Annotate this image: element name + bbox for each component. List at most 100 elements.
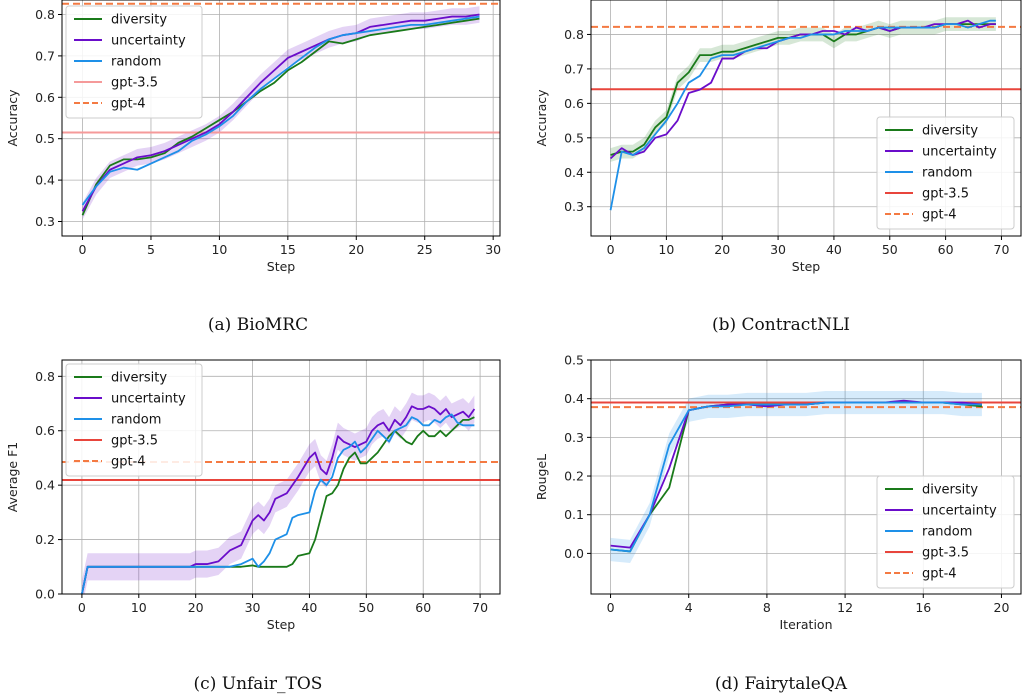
data-point-random — [314, 490, 316, 492]
data-point-uncertainty — [844, 34, 846, 36]
data-point-diversity — [269, 566, 271, 568]
data-point-uncertainty — [388, 430, 390, 432]
x-axis-label: Step — [267, 617, 296, 632]
data-point-random — [191, 140, 193, 142]
data-point-random — [878, 27, 880, 29]
data-point-uncertainty — [989, 23, 991, 25]
data-point-random — [422, 424, 424, 426]
data-point-diversity — [438, 24, 440, 26]
legend-label-diversity: diversity — [922, 124, 978, 139]
data-point-random — [864, 402, 866, 404]
legend-label-diversity: diversity — [111, 371, 167, 386]
data-point-uncertainty — [654, 137, 656, 139]
data-point-uncertainty — [354, 446, 356, 448]
data-point-diversity — [286, 566, 288, 568]
data-point-random — [942, 402, 944, 404]
series-line-random — [81, 413, 475, 594]
data-point-diversity — [424, 26, 426, 28]
y-tick-label: 0.7 — [35, 48, 55, 63]
data-point-random — [610, 209, 612, 211]
data-point-diversity — [297, 555, 299, 557]
x-tick-label: 70 — [994, 242, 1010, 257]
data-point-random — [922, 27, 924, 29]
x-tick-label: 0 — [607, 242, 615, 257]
data-point-random — [989, 20, 991, 22]
data-point-uncertainty — [468, 416, 470, 418]
x-tick-label: 30 — [485, 242, 501, 257]
x-tick-label: 10 — [131, 600, 147, 615]
data-point-random — [995, 20, 997, 22]
legend-box — [65, 363, 203, 477]
data-point-diversity — [967, 23, 969, 25]
data-point-random — [189, 566, 191, 568]
y-tick-label: 0.6 — [564, 96, 584, 111]
data-point-diversity — [422, 430, 424, 432]
data-point-random — [903, 402, 905, 404]
data-point-random — [688, 409, 690, 411]
data-point-diversity — [833, 40, 835, 42]
data-point-random — [766, 44, 768, 46]
data-point-random — [825, 402, 827, 404]
data-point-uncertainty — [371, 430, 373, 432]
chart-panel-1: 0 5 10 15 20 25 30 0.3 0.4 0.5 0.6 0.7 0.8 Step Accura… — [5, 0, 501, 335]
plot-area — [591, 17, 1021, 211]
data-point-random — [136, 169, 138, 171]
data-point-random — [733, 54, 735, 56]
data-point-random — [744, 51, 746, 53]
data-point-diversity — [396, 30, 398, 32]
data-point-uncertainty — [260, 82, 262, 84]
data-point-random — [668, 444, 670, 446]
figure-caption: (b) ContractNLI — [712, 315, 850, 335]
data-point-uncertainty — [405, 416, 407, 418]
x-tick-label: 16 — [915, 600, 931, 615]
data-point-random — [981, 404, 983, 406]
data-point-random — [746, 404, 748, 406]
data-point-uncertainty — [643, 151, 645, 153]
chart-panel-3: 0 10 20 30 40 50 60 70 0.0 0.2 0.4 0.6 0.8 Step Averag… — [5, 359, 501, 694]
y-tick-label: 0.7 — [564, 61, 584, 76]
x-tick-label: 4 — [685, 600, 693, 615]
data-point-diversity — [337, 484, 339, 486]
legend-label-uncertainty: uncertainty — [922, 145, 997, 160]
legend-label-random: random — [111, 413, 161, 428]
data-point-diversity — [411, 443, 413, 445]
data-point-diversity — [855, 34, 857, 36]
data-point-diversity — [354, 452, 356, 454]
data-point-random — [377, 430, 379, 432]
data-point-uncertainty — [343, 441, 345, 443]
data-point-diversity — [274, 566, 276, 568]
data-point-uncertainty — [164, 150, 166, 152]
y-tick-label: 0.2 — [564, 469, 584, 484]
data-point-random — [755, 47, 757, 49]
legend-label-diversity: diversity — [111, 13, 167, 28]
x-tick-label: 40 — [301, 600, 317, 615]
data-point-random — [721, 54, 723, 56]
x-tick-label: 20 — [714, 242, 730, 257]
data-point-random — [410, 24, 412, 26]
legend-label-random: random — [922, 166, 972, 181]
data-point-uncertainty — [411, 405, 413, 407]
data-point-random — [786, 404, 788, 406]
data-point-diversity — [343, 468, 345, 470]
data-point-uncertainty — [410, 20, 412, 22]
y-tick-label: 0.5 — [564, 353, 584, 368]
data-point-diversity — [755, 44, 757, 46]
data-point-diversity — [766, 40, 768, 42]
y-axis-label: Accuracy — [534, 89, 549, 147]
data-point-random — [643, 147, 645, 149]
data-point-uncertainty — [721, 58, 723, 60]
data-point-diversity — [643, 144, 645, 146]
y-tick-label: 0.0 — [564, 546, 584, 561]
data-point-uncertainty — [710, 82, 712, 84]
data-point-random — [456, 422, 458, 424]
data-point-random — [246, 101, 248, 103]
data-point-diversity — [320, 517, 322, 519]
y-tick-label: 0.5 — [35, 131, 55, 146]
data-point-uncertainty — [383, 24, 385, 26]
data-point-random — [309, 511, 311, 513]
data-point-uncertainty — [177, 144, 179, 146]
data-point-diversity — [428, 435, 430, 437]
data-point-uncertainty — [331, 457, 333, 459]
x-tick-label: 0 — [607, 600, 615, 615]
legend: diversity uncertainty random gpt-3.5 gpt-4 — [876, 475, 1015, 589]
